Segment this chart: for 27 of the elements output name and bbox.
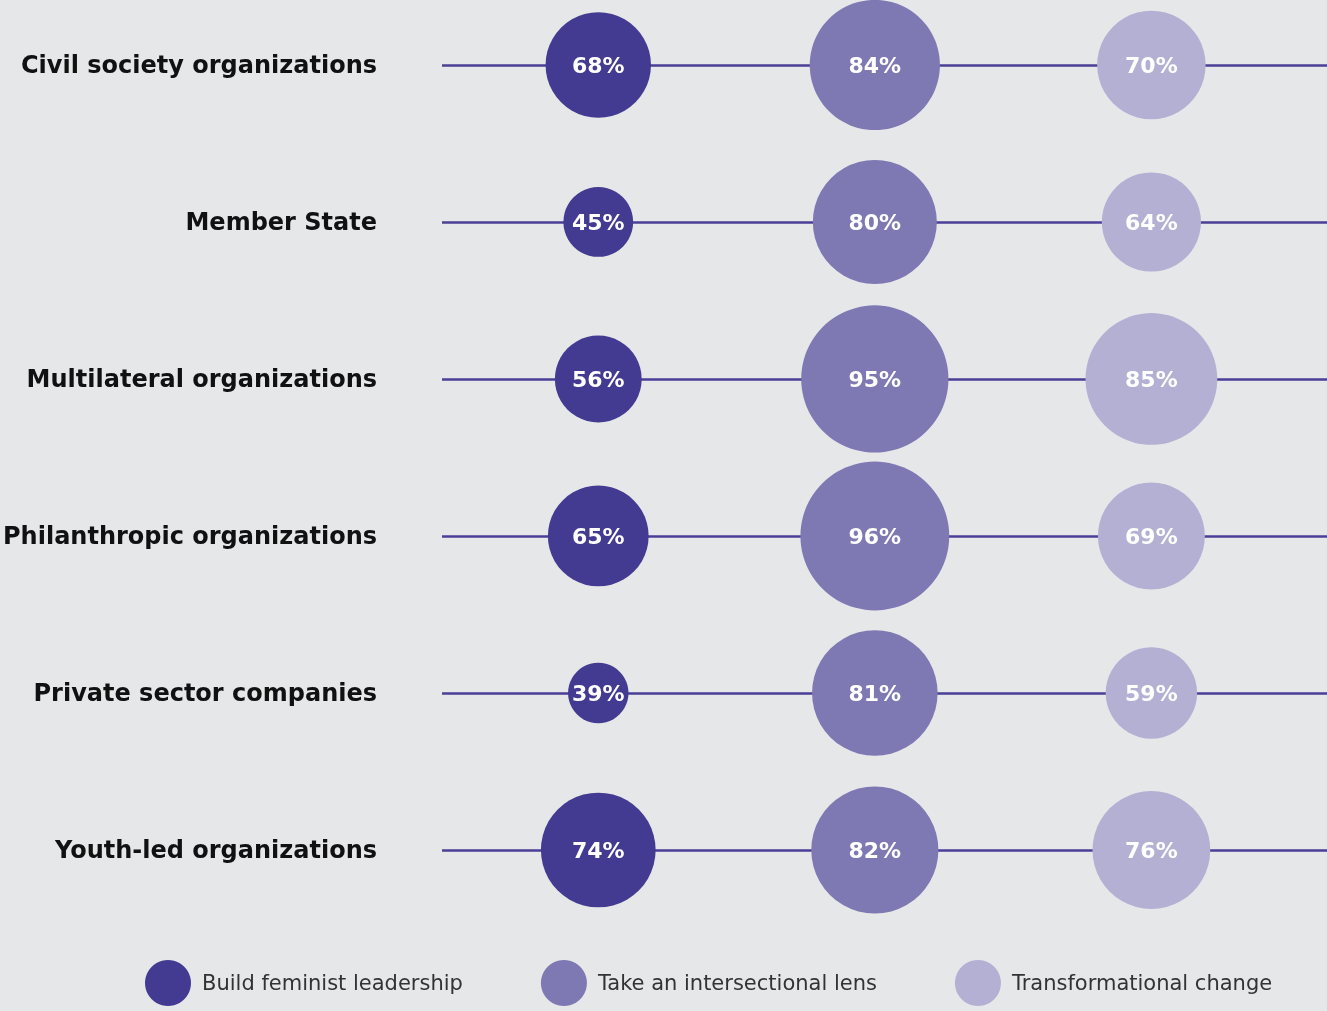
data-label: 64% <box>1125 209 1178 235</box>
data-label: 76% <box>1125 837 1178 863</box>
data-label: 82% <box>848 837 902 863</box>
data-label: 80% <box>848 209 902 235</box>
legend-label: Build feminist leadership <box>202 971 463 995</box>
data-label: 65% <box>571 523 625 549</box>
data-label: 95% <box>848 366 902 392</box>
data-label: 74% <box>571 837 625 863</box>
data-label: 81% <box>848 680 902 706</box>
category-label: Multilateral organizations <box>26 365 378 393</box>
category-label: Private sector companies <box>33 679 378 707</box>
data-label: 39% <box>571 680 625 706</box>
category-label: Civil society organizations <box>21 51 378 79</box>
data-label: 68% <box>571 52 625 78</box>
data-label: 85% <box>1125 366 1178 392</box>
category-label: Youth-led organizations <box>53 836 378 864</box>
legend-label: Transformational change <box>1010 971 1273 995</box>
data-label: 69% <box>1125 523 1178 549</box>
data-label: 45% <box>571 209 625 235</box>
data-label: 70% <box>1125 52 1178 78</box>
data-label: 96% <box>848 523 902 549</box>
data-label: 56% <box>571 366 625 392</box>
data-label: 84% <box>848 52 902 78</box>
category-label: Philanthropic organizations <box>3 522 378 550</box>
legend-label: Take an intersectional lens <box>596 971 877 995</box>
category-label: Member State <box>185 208 378 236</box>
data-label: 59% <box>1125 680 1178 706</box>
